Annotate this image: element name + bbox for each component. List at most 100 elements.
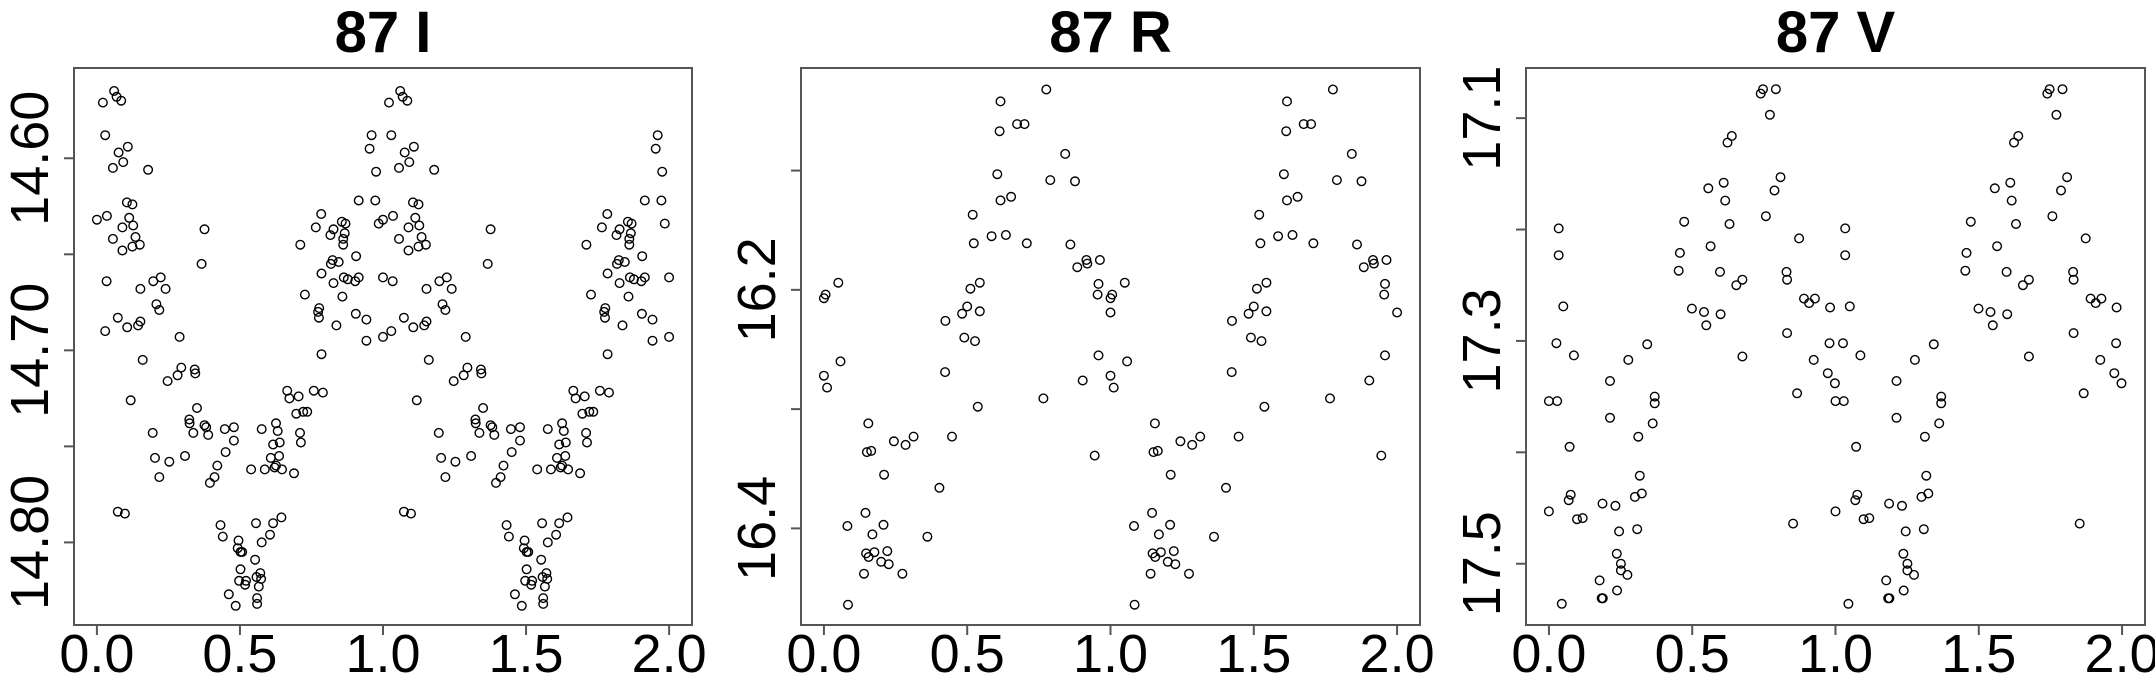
x-tick-label: 1.0 [1798,624,1873,674]
x-tick-label: 0.0 [1511,624,1586,674]
data-point [986,231,997,242]
data-point [184,418,195,429]
data-point [1543,396,1554,407]
data-point [1864,513,1875,524]
data-point [1698,307,1709,318]
data-point [1809,293,1820,304]
data-point [551,529,562,540]
data-point [274,451,285,462]
data-point [423,354,434,365]
data-point [134,239,145,250]
data-point [1884,498,1895,509]
data-point [1006,191,1017,202]
data-point [184,414,195,425]
data-point [878,519,889,530]
data-point [154,472,165,483]
data-point [298,406,309,417]
plot-frame [1525,67,2146,626]
data-point [1105,307,1116,318]
data-point [1965,216,1976,227]
data-point [888,436,899,447]
data-point [1287,229,1298,240]
data-point [265,529,276,540]
x-tick-label: 0.5 [1655,624,1730,674]
data-point [1921,470,1932,481]
data-point [1642,339,1653,350]
data-point [1082,258,1093,269]
data-point [2074,518,2085,529]
x-tick-label: 1.5 [1216,624,1291,674]
data-point [1553,223,1564,234]
data-point [122,141,133,152]
data-point [624,239,635,250]
data-point [364,143,375,154]
data-point [947,431,958,442]
y-tick-label: 14.60 [0,91,60,226]
data-point [1281,96,1292,107]
data-point [1346,148,1357,159]
data-point [527,575,538,586]
data-point [1012,119,1023,130]
data-point [1379,278,1390,289]
data-point [100,326,111,337]
data-point [2051,109,2062,120]
data-point [545,464,556,475]
data-point [2006,195,2017,206]
data-point [485,224,496,235]
data-point [1226,315,1237,326]
data-point [386,130,397,141]
data-point [476,368,487,379]
data-point [196,258,207,269]
data-point [1822,368,1833,379]
data-point [1278,169,1289,180]
data-point [147,427,158,438]
data-point [256,424,267,435]
data-point [339,228,350,239]
data-point [2023,274,2034,285]
data-point [408,197,419,208]
data-point [410,212,421,223]
data-point [505,424,516,435]
data-point [188,427,199,438]
data-point [361,335,372,346]
data-point [458,370,469,381]
data-point [1094,254,1105,265]
data-point [555,462,566,473]
data-point [1147,507,1158,518]
data-point [959,332,970,343]
data-point [1781,266,1792,277]
data-point [1243,308,1254,319]
data-point [1891,412,1902,423]
data-point [1844,301,1855,312]
data-point [1718,177,1729,188]
data-point [440,472,451,483]
data-point [554,439,565,450]
x-tick-label: 1.0 [1073,624,1148,674]
data-point [1251,283,1262,294]
data-point [602,349,613,360]
data-point [386,326,397,337]
data-point [101,276,112,287]
data-point [250,554,261,565]
panel-3: 87 V 0.0 0.5 1.0 1.5 2.0 17.1 17.3 17.5 [1452,0,2155,674]
y-tick-label: 17.1 [1452,66,1512,171]
data-point [1108,382,1119,393]
data-point [2078,388,2089,399]
data-point [420,239,431,250]
data-point [199,420,210,431]
data-point [269,462,280,473]
data-point [308,385,319,396]
data-point [1919,431,1930,442]
data-point [1145,568,1156,579]
data-point [97,97,108,108]
data-point [117,245,128,256]
data-point [614,224,625,235]
data-point [1256,336,1267,347]
data-point [237,547,248,558]
data-point [1604,376,1615,387]
data-point [1149,418,1160,429]
data-point [1564,441,1575,452]
data-point [289,468,300,479]
data-point [570,393,581,404]
data-point [1563,495,1574,506]
